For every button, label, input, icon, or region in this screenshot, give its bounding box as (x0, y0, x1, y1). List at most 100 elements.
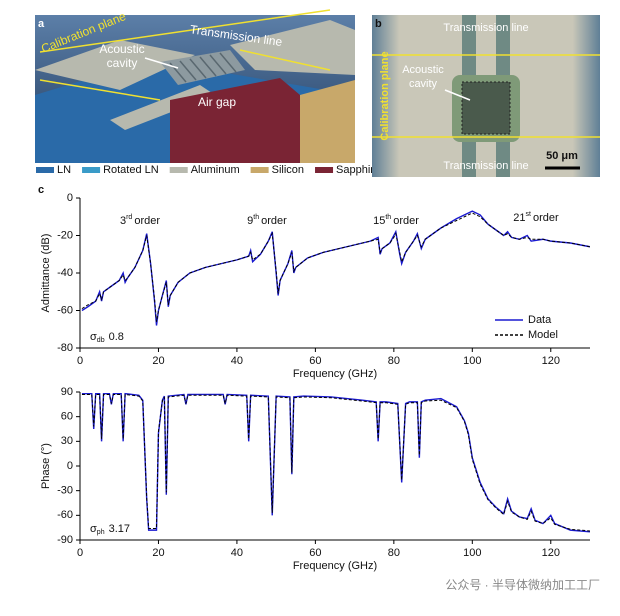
sigma-sub: db (97, 337, 105, 344)
panel-b: b Transmission line Transmission line Ca… (372, 15, 600, 177)
y-tick-label: 0 (67, 460, 73, 472)
sigma-symbol: σ (90, 331, 97, 343)
series-line (81, 392, 590, 533)
aluminum-pad-left (35, 40, 195, 90)
order-suffix: th (253, 214, 259, 221)
order-suffix: rd (126, 214, 132, 221)
legend-swatch (315, 167, 334, 173)
panel-label: b (375, 18, 382, 30)
calibration-plane-label: Calibration plane (379, 51, 391, 140)
watermark: 公众号 · 半导体微纳加工工厂 (445, 578, 600, 592)
panel-label: c (38, 184, 44, 196)
transmission-line-label: Transmission line (443, 160, 528, 172)
y-tick-label: -20 (57, 229, 73, 241)
order-word: order (393, 215, 419, 227)
legend-label: Sapphire (336, 164, 380, 176)
cavity-area (461, 81, 511, 135)
calibration-line-1 (39, 9, 331, 53)
x-tick-label: 80 (388, 547, 400, 559)
air-gap-sapphire (170, 78, 300, 163)
calibration-line-3 (239, 49, 331, 71)
legend-swatch (250, 167, 269, 173)
legend-label: Aluminum (191, 164, 240, 176)
x-axis-label: Frequency (GHz) (293, 560, 377, 572)
x-tick-label: 100 (463, 547, 481, 559)
annotation: 9th order (247, 214, 287, 227)
material-legend: LN Rotated LN Aluminum Silicon Sapphire (36, 164, 380, 176)
annotation: 21st order (513, 211, 559, 224)
cavity-label: cavity (409, 78, 438, 90)
y-axis-label: Admittance (dB) (40, 234, 52, 313)
order-word: order (261, 215, 287, 227)
trace (496, 142, 510, 177)
x-tick-label: 0 (77, 547, 83, 559)
series-line (81, 212, 590, 322)
x-tick-label: 0 (77, 355, 83, 367)
x-tick-label: 20 (152, 355, 164, 367)
calibration-line-2 (39, 79, 161, 101)
cavity-label: cavity (107, 56, 138, 70)
x-tick-label: 20 (152, 547, 164, 559)
series-line (81, 210, 590, 326)
order-word: order (533, 212, 559, 224)
cavity-label: Acoustic (402, 64, 444, 76)
y-tick-label: -40 (57, 267, 73, 279)
legend-label: Model (528, 329, 558, 341)
sigma-symbol: σ (90, 523, 97, 535)
order-suffix: st (526, 211, 532, 218)
y-tick-label: -60 (57, 304, 73, 316)
annotation: 3rd order (120, 214, 160, 227)
air-gap-label: Air gap (198, 95, 236, 109)
annotation: 15th order (373, 214, 419, 227)
sigma-sub: ph (97, 529, 105, 536)
x-tick-label: 60 (309, 355, 321, 367)
y-axis-label: Phase (°) (40, 443, 52, 489)
cavity-arrow (144, 57, 179, 69)
y-tick-label: -90 (57, 534, 73, 546)
panel-label: a (38, 18, 45, 30)
y-tick-label: 90 (61, 386, 73, 398)
aluminum-pad-right (230, 20, 355, 75)
legend-label: Data (528, 314, 552, 326)
y-tick-label: -80 (57, 342, 73, 354)
silicon (300, 80, 355, 163)
trace (462, 142, 476, 177)
x-tick-label: 40 (231, 547, 243, 559)
y-tick-label: 30 (61, 435, 73, 447)
sigma-value: 0.8 (109, 331, 124, 343)
cavity-label: Acoustic (99, 42, 144, 56)
x-tick-label: 40 (231, 355, 243, 367)
x-tick-label: 120 (542, 355, 560, 367)
panel-a: a Calibration plane Transmission line Ac… (35, 9, 355, 163)
sigma-label: σph 3.17 (90, 523, 130, 536)
legend-swatch (82, 167, 101, 173)
legend-label: LN (57, 164, 71, 176)
order-number: 3 (120, 215, 126, 227)
x-tick-label: 100 (463, 355, 481, 367)
x-axis-label: Frequency (GHz) (293, 368, 377, 380)
order-number: 15 (373, 215, 385, 227)
y-tick-label: -30 (57, 485, 73, 497)
y-tick-label: 0 (67, 192, 73, 204)
scale-bar-label: 50 μm (546, 150, 578, 162)
cavity-arrow (444, 89, 471, 101)
x-tick-label: 120 (542, 547, 560, 559)
order-suffix: th (385, 214, 391, 221)
sigma-label: σdb 0.8 (90, 331, 124, 344)
trace (462, 15, 476, 75)
order-number: 9 (247, 215, 253, 227)
x-tick-label: 80 (388, 355, 400, 367)
series-line (81, 393, 590, 532)
sigma-value: 3.17 (109, 523, 130, 535)
cavity-fingers (169, 52, 237, 83)
legend-label: Rotated LN (103, 164, 159, 176)
order-word: order (134, 215, 160, 227)
legend-swatch (36, 167, 54, 173)
y-tick-label: -60 (57, 509, 73, 521)
transmission-line-label: Transmission line (443, 22, 528, 34)
x-tick-label: 60 (309, 547, 321, 559)
y-tick-label: 60 (61, 411, 73, 423)
legend-label: Silicon (272, 164, 304, 176)
trace (496, 15, 510, 75)
